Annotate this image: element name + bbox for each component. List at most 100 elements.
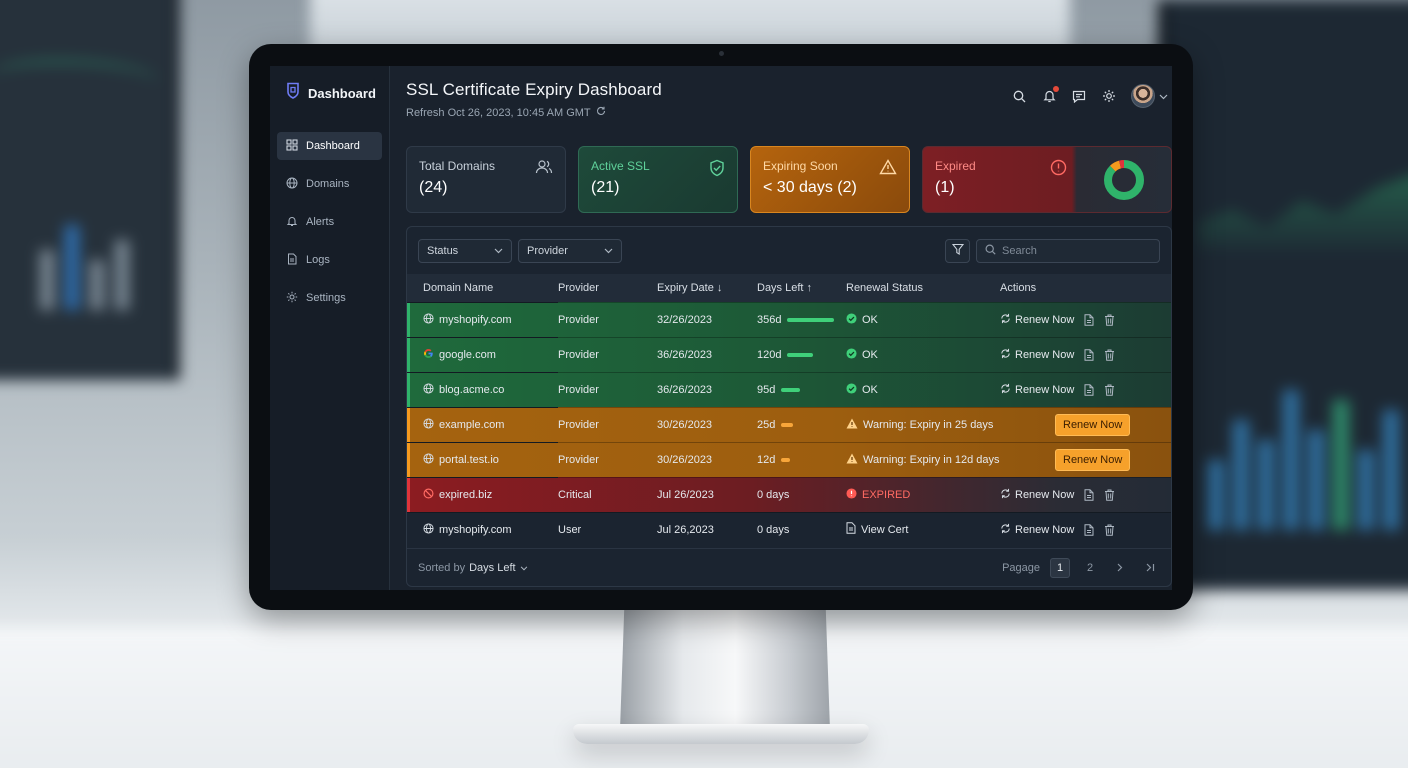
user-menu[interactable] xyxy=(1131,84,1168,108)
globe-icon xyxy=(423,382,434,397)
sidebar-item-alerts[interactable]: Alerts xyxy=(277,208,382,236)
page-label: Pagage xyxy=(1002,561,1040,574)
sort-dropdown[interactable]: Sorted by Days Left xyxy=(418,562,528,574)
status-text[interactable]: View Cert xyxy=(861,523,909,536)
sidebar-item-label: Settings xyxy=(306,292,346,304)
card-active-ssl[interactable]: Active SSL (21) xyxy=(578,146,738,213)
days-left-bar xyxy=(781,457,791,462)
provider-filter-select[interactable]: Provider xyxy=(518,238,622,263)
refresh-icon[interactable] xyxy=(596,106,606,119)
renew-now-link[interactable]: Renew Now xyxy=(1000,348,1074,362)
messages-icon[interactable] xyxy=(1071,88,1087,104)
domain-name[interactable]: expired.biz xyxy=(439,488,493,501)
page-button-2[interactable]: 2 xyxy=(1086,561,1094,574)
certificate-document-icon xyxy=(846,522,856,537)
shield-logo-icon xyxy=(286,82,300,104)
trash-icon[interactable] xyxy=(1104,314,1115,326)
document-icon xyxy=(286,253,298,268)
domain-name[interactable]: blog.acme.co xyxy=(439,383,505,396)
domain-name[interactable]: myshopify.com xyxy=(439,523,512,536)
renew-now-link[interactable]: Renew Now xyxy=(1000,313,1074,327)
search-input[interactable] xyxy=(1002,244,1151,257)
card-total-domains[interactable]: Total Domains (24) xyxy=(406,146,566,213)
alert-circle-icon xyxy=(846,487,857,502)
table-row[interactable]: blog.acme.co Provider 36/26/2023 95d OK … xyxy=(407,372,1171,407)
card-value: < 30 days (2) xyxy=(763,179,857,196)
check-circle-icon xyxy=(846,347,857,362)
status-filter-select[interactable]: Status xyxy=(418,238,512,263)
column-header-days-left[interactable]: Days Left ↑ xyxy=(757,274,846,302)
sidebar-item-domains[interactable]: Domains xyxy=(277,170,382,198)
last-page-icon[interactable] xyxy=(1140,558,1160,578)
sidebar-item-dashboard[interactable]: Dashboard xyxy=(277,132,382,160)
brand[interactable]: Dashboard xyxy=(270,82,389,104)
table-row[interactable]: google.com Provider 36/26/2023 120d OK R… xyxy=(407,337,1171,372)
domain-name[interactable]: portal.test.io xyxy=(439,453,499,466)
cell-provider: Critical xyxy=(558,488,592,501)
file-icon[interactable] xyxy=(1084,383,1094,396)
column-header-domain[interactable]: Domain Name xyxy=(423,281,494,294)
column-header-renewal-status[interactable]: Renewal Status xyxy=(846,281,924,294)
renew-now-button[interactable]: Renew Now xyxy=(1055,448,1131,471)
page-title: SSL Certificate Expiry Dashboard xyxy=(406,80,662,99)
renew-now-link[interactable]: Renew Now xyxy=(1000,523,1074,537)
table-row[interactable]: myshopify.com User Jul 26,2023 0 days Vi… xyxy=(407,512,1171,547)
cell-actions: Renew Now xyxy=(1000,477,1171,512)
file-icon[interactable] xyxy=(1084,348,1094,361)
table-row[interactable]: example.com Provider 30/26/2023 25d Warn… xyxy=(407,407,1171,442)
monitor-camera xyxy=(719,51,724,56)
sidebar-item-settings[interactable]: Settings xyxy=(277,284,382,312)
globe-icon xyxy=(423,312,434,327)
filter-button[interactable] xyxy=(945,238,970,263)
file-icon[interactable] xyxy=(1084,488,1094,501)
column-header-label: Days Left xyxy=(757,281,804,294)
domain-name[interactable]: example.com xyxy=(439,418,505,431)
monitor-stand-base xyxy=(573,724,869,744)
trash-icon[interactable] xyxy=(1104,384,1115,396)
cell-expiry-date: 30/26/2023 xyxy=(657,418,713,431)
check-circle-icon xyxy=(846,382,857,397)
alert-circle-icon xyxy=(1050,159,1067,181)
search-icon[interactable] xyxy=(1011,88,1027,104)
renew-now-link[interactable]: Renew Now xyxy=(1000,488,1074,502)
select-value: Provider xyxy=(527,244,568,257)
next-page-icon[interactable] xyxy=(1110,558,1130,578)
warning-icon xyxy=(846,418,858,432)
domain-name[interactable]: google.com xyxy=(439,348,496,361)
page-button-1[interactable]: 1 xyxy=(1050,557,1070,578)
cell-expiry-date: 36/26/2023 xyxy=(657,383,713,396)
table-row[interactable]: myshopify.com Provider 32/26/2023 356d O… xyxy=(407,302,1171,337)
table-row[interactable]: portal.test.io Provider 30/26/2023 12d W… xyxy=(407,442,1171,477)
column-header-expiry[interactable]: Expiry Date ↓ xyxy=(657,274,757,302)
column-header-provider[interactable]: Provider xyxy=(558,281,599,294)
card-value: (1) xyxy=(935,179,955,196)
domain-name[interactable]: myshopify.com xyxy=(439,313,512,326)
sidebar-item-logs[interactable]: Logs xyxy=(277,246,382,274)
trash-icon[interactable] xyxy=(1104,349,1115,361)
trash-icon[interactable] xyxy=(1104,524,1115,536)
renew-label: Renew Now xyxy=(1015,348,1075,361)
refresh-icon xyxy=(1000,523,1011,537)
cell-days-left: 95d xyxy=(757,372,846,407)
cell-domain: blog.acme.co xyxy=(407,372,558,407)
card-expired[interactable]: Expired (1) xyxy=(922,146,1172,213)
refresh-icon xyxy=(1000,383,1011,397)
table-row[interactable]: expired.biz Critical Jul 26/2023 0 days … xyxy=(407,477,1171,512)
file-icon[interactable] xyxy=(1084,524,1094,536)
status-text: OK xyxy=(862,348,878,361)
renew-label: Renew Now xyxy=(1015,383,1075,396)
settings-gear-icon[interactable] xyxy=(1101,88,1117,104)
days-left-value: 25d xyxy=(757,418,776,431)
days-left-value: 12d xyxy=(757,453,776,466)
file-icon[interactable] xyxy=(1084,313,1094,326)
notifications-bell-icon[interactable] xyxy=(1041,86,1059,104)
renew-now-button[interactable]: Renew Now xyxy=(1055,413,1131,436)
cell-days-left: 0 days xyxy=(757,512,846,547)
sidebar-item-label: Logs xyxy=(306,254,330,266)
trash-icon[interactable] xyxy=(1104,489,1115,501)
cell-expiry-date: Jul 26/2023 xyxy=(657,488,714,501)
renew-now-link[interactable]: Renew Now xyxy=(1000,383,1074,397)
warning-icon xyxy=(846,453,858,467)
cell-renewal-status: EXPIRED xyxy=(846,477,1000,512)
card-expiring-soon[interactable]: Expiring Soon < 30 days (2) xyxy=(750,146,910,213)
